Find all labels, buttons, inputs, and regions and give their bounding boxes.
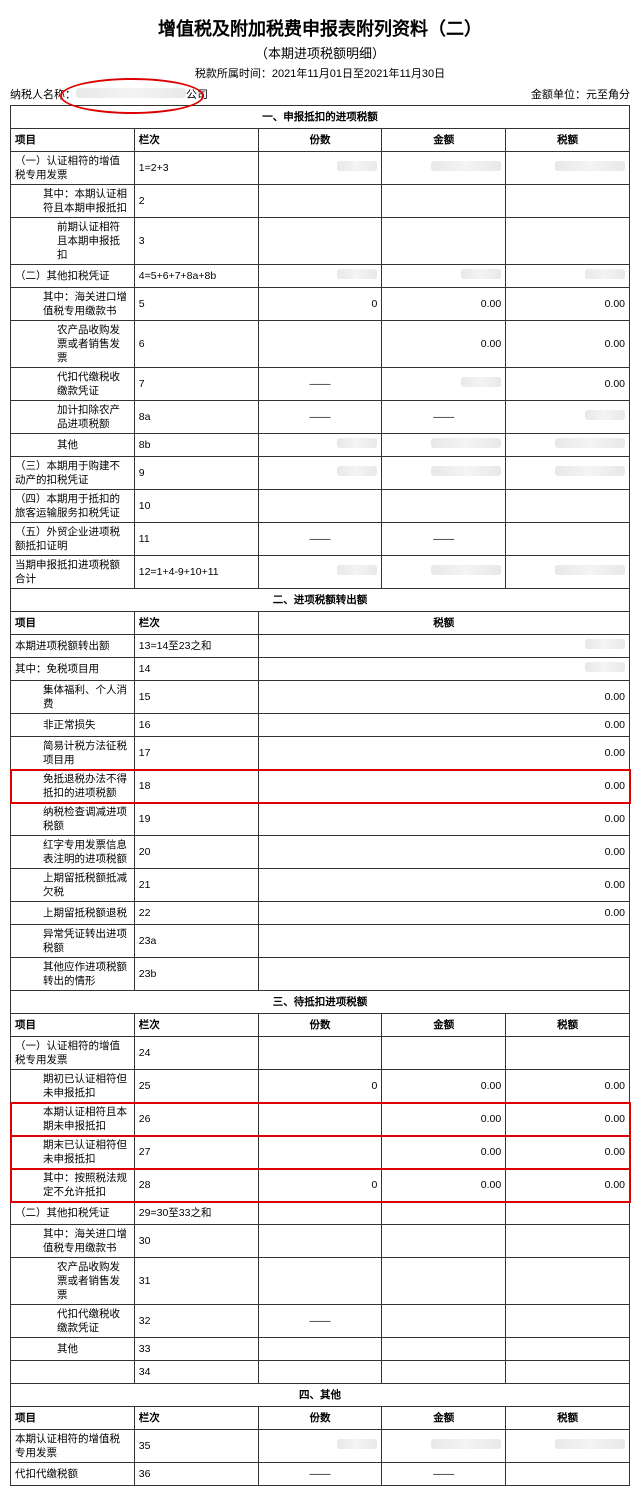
table-row: 其他应作进项税额转出的情形23b: [11, 958, 630, 991]
table-row: 红字专用发票信息表注明的进项税额200.00: [11, 836, 630, 869]
table-row: 上期留抵税额抵减欠税210.00: [11, 869, 630, 902]
table-row: 其中：海关进口增值税专用缴款书30: [11, 1225, 630, 1258]
table-header: 项目栏次份数金额税额: [11, 1407, 630, 1430]
table-row: 代扣代缴税收缴款凭证32——: [11, 1305, 630, 1338]
table-row: 免抵退税办法不得抵扣的进项税额180.00: [11, 770, 630, 803]
table-row: 其他33: [11, 1338, 630, 1361]
table-row: 代扣代缴税额36————: [11, 1463, 630, 1486]
table-row: 前期认证相符且本期申报抵扣3: [11, 218, 630, 265]
sec2-title: 二、进项税额转出额: [11, 589, 630, 612]
table-row: 其中：按照税法规定不允许抵扣2800.000.00: [11, 1169, 630, 1202]
table-row: （五）外贸企业进项税额抵扣证明11————: [11, 523, 630, 556]
table-row: 其中：免税项目用14: [11, 658, 630, 681]
table-row: 代扣代缴税收缴款凭证7——0.00: [11, 368, 630, 401]
table-header: 项目栏次税额: [11, 612, 630, 635]
taxpayer-name: 纳税人名称：公司: [10, 86, 256, 102]
table-row: 当期申报抵扣进项税额合计12=1+4-9+10+11: [11, 556, 630, 589]
table-row: 本期认证相符的增值税专用发票35: [11, 1430, 630, 1463]
table-row: 加计扣除农产品进项税额8a————: [11, 401, 630, 434]
table-row: 其他8b: [11, 434, 630, 457]
table-row: 非正常损失160.00: [11, 714, 630, 737]
table-row: （二）其他扣税凭证4=5+6+7+8a+8b: [11, 265, 630, 288]
table-row: 集体福利、个人消费150.00: [11, 681, 630, 714]
table-row: 简易计税方法征税项目用170.00: [11, 737, 630, 770]
highlight-circle: [60, 78, 204, 114]
table-row: 农产品收购发票或者销售发票31: [11, 1258, 630, 1305]
table-row: 其中：本期认证相符且本期申报抵扣2: [11, 185, 630, 218]
table-row: 异常凭证转出进项税额23a: [11, 925, 630, 958]
table-row: （二）其他扣税凭证29=30至33之和: [11, 1202, 630, 1225]
table-row: 期末已认证相符但未申报抵扣270.000.00: [11, 1136, 630, 1169]
page-title: 增值税及附加税费申报表附列资料（二）: [10, 15, 630, 41]
amount-unit: 金额单位：元至角分: [531, 86, 630, 102]
sec4-title: 四、其他: [11, 1384, 630, 1407]
table-row: （一）认证相符的增值税专用发票1=2+3: [11, 152, 630, 185]
table-row: 34: [11, 1361, 630, 1384]
sec3-title: 三、待抵扣进项税额: [11, 991, 630, 1014]
section1-table: 一、申报抵扣的进项税额 项目栏次份数金额税额 （一）认证相符的增值税专用发票1=…: [10, 105, 630, 1486]
table-row: （三）本期用于购建不动产的扣税凭证9: [11, 457, 630, 490]
table-header: 项目栏次份数金额税额: [11, 129, 630, 152]
table-row: 本期进项税额转出额13=14至23之和: [11, 635, 630, 658]
table-row: 本期认证相符且本期未申报抵扣260.000.00: [11, 1103, 630, 1136]
table-row: 农产品收购发票或者销售发票60.000.00: [11, 321, 630, 368]
table-row: 期初已认证相符但未申报抵扣2500.000.00: [11, 1070, 630, 1103]
table-header: 项目栏次份数金额税额: [11, 1014, 630, 1037]
table-row: （四）本期用于抵扣的旅客运输服务扣税凭证10: [11, 490, 630, 523]
table-row: 纳税检查调减进项税额190.00: [11, 803, 630, 836]
table-row: （一）认证相符的增值税专用发票24: [11, 1037, 630, 1070]
table-row: 上期留抵税额退税220.00: [11, 902, 630, 925]
table-row: 其中：海关进口增值税专用缴款书500.000.00: [11, 288, 630, 321]
page-subtitle: （本期进项税额明细）: [10, 43, 630, 62]
